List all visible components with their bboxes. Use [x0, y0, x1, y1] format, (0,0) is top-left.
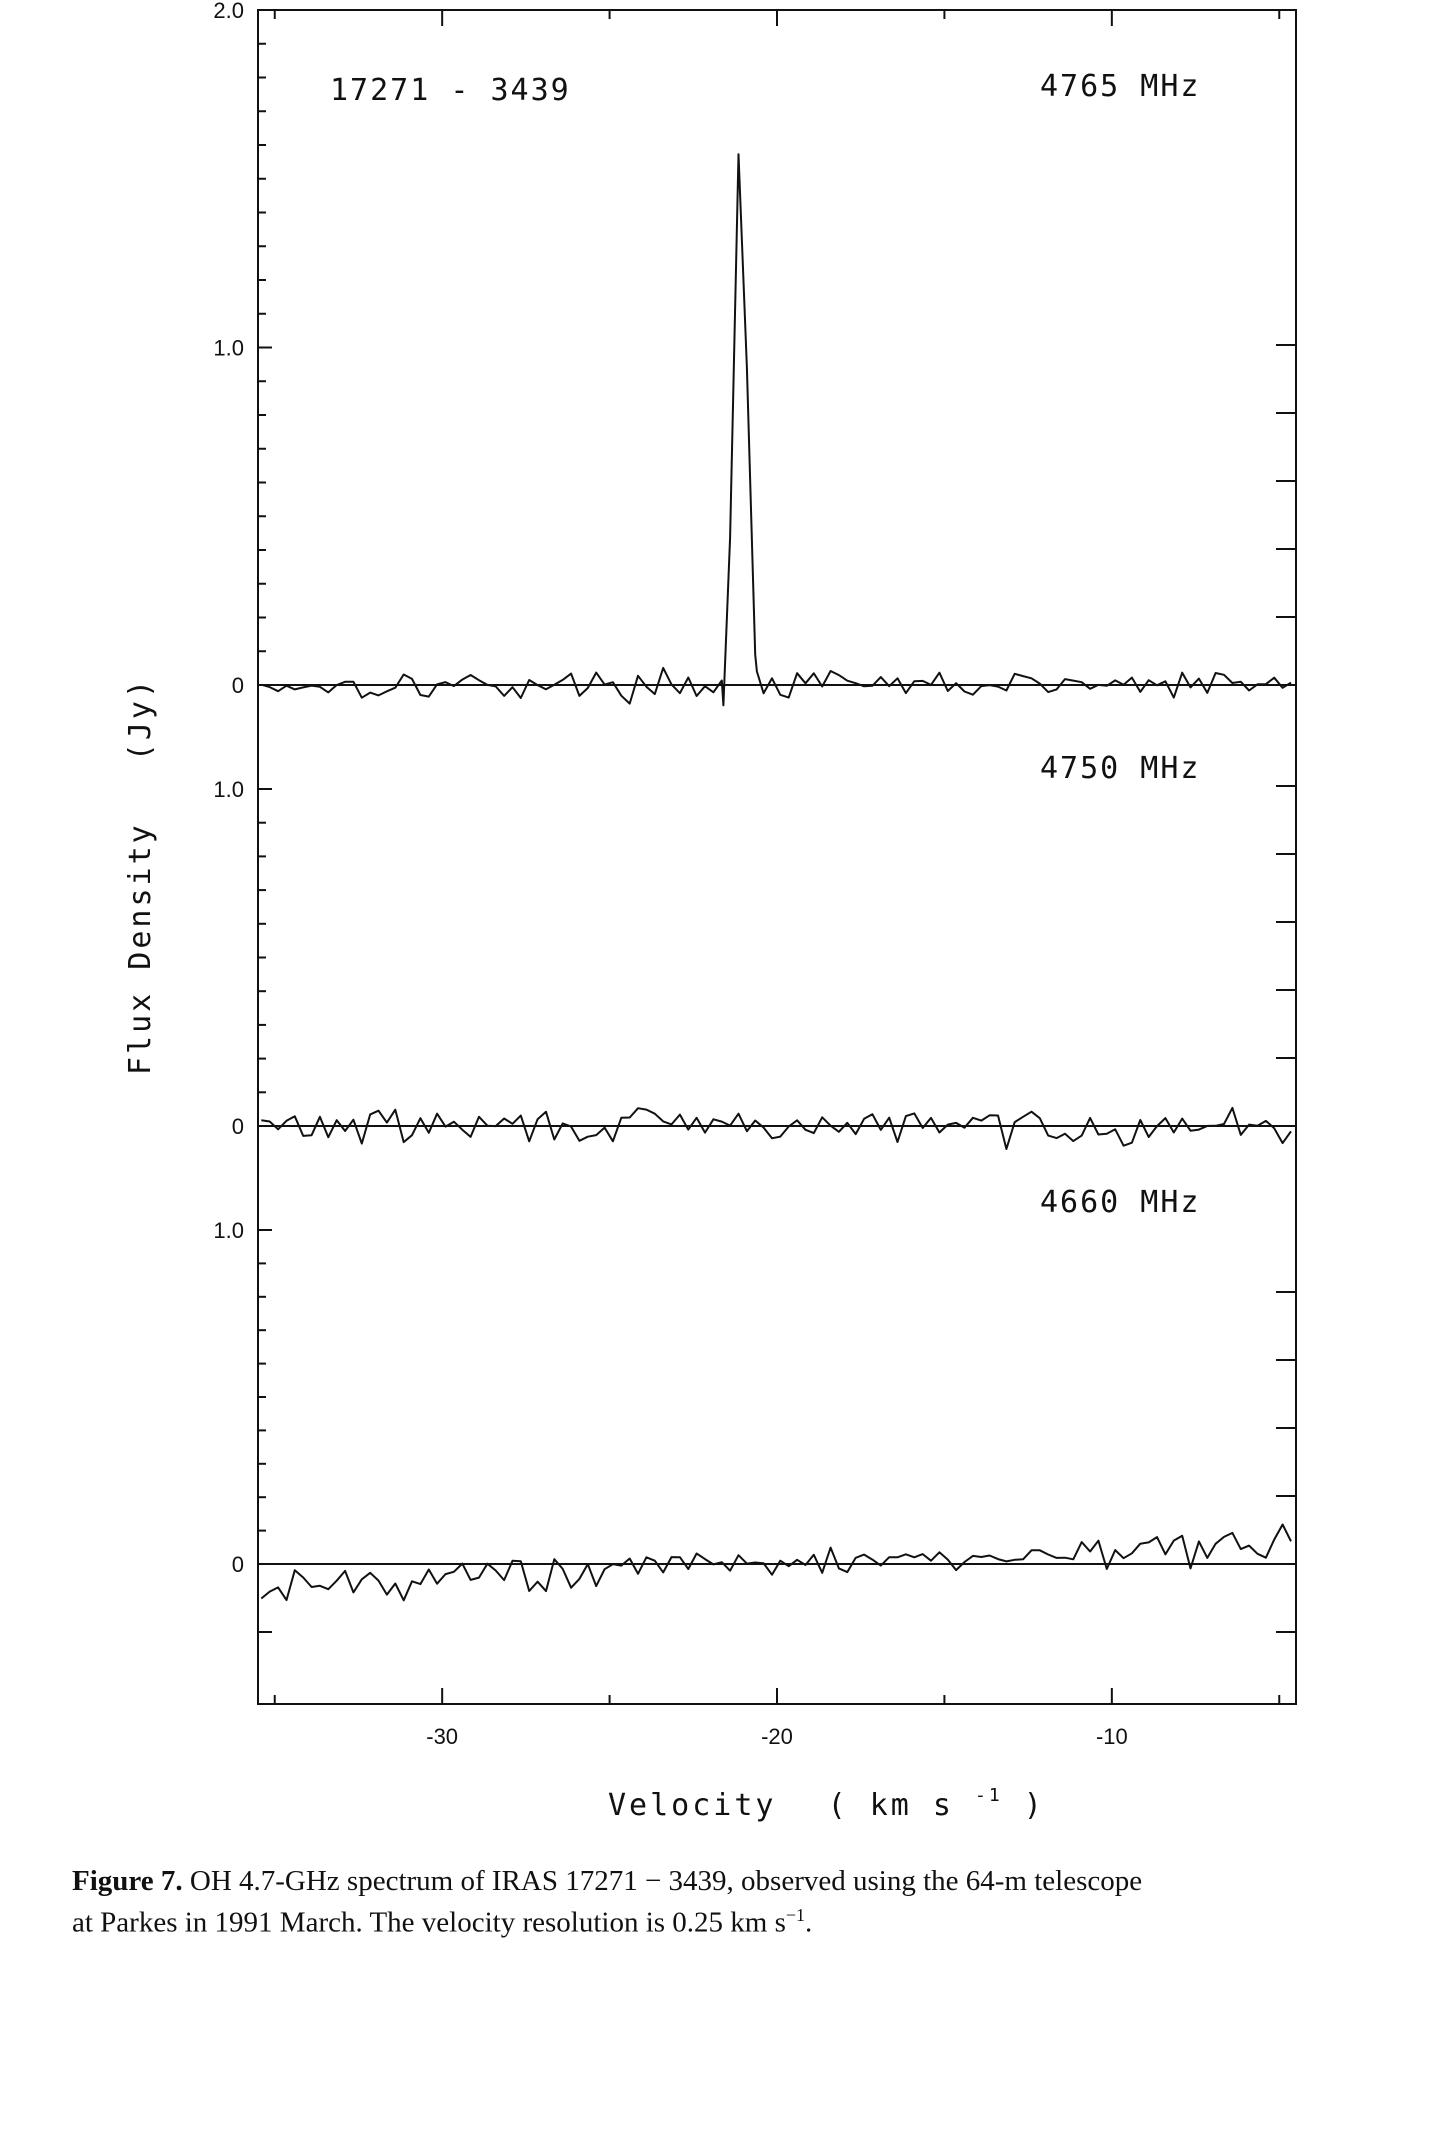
caption-line1: OH 4.7-GHz spectrum of IRAS 17271 − 3439… — [189, 1865, 1143, 1897]
caption-exp: −1 — [785, 1905, 806, 1925]
y-tick-label: 2.0 — [213, 0, 244, 23]
y-tick-label: 1.0 — [213, 1218, 244, 1243]
y-tick-label: 1.0 — [213, 777, 244, 802]
panel-label-4765: 4765 MHz — [1040, 69, 1201, 104]
y-axis-title: Flux Density (Jy) — [123, 677, 158, 1075]
source-title: 17271 - 3439 — [330, 73, 571, 108]
y-tick-label: 1.0 — [213, 336, 244, 361]
panel-label-4750: 4750 MHz — [1040, 751, 1201, 786]
spectrum-line-4750-mhz — [261, 1106, 1292, 1150]
y-tick-label: 0 — [232, 1552, 244, 1577]
axis-ticks — [258, 10, 1296, 1704]
y-axis-title-text: Flux Density — [123, 822, 158, 1075]
x-axis-unit-open: ( — [828, 1788, 849, 1823]
y-tick-label: 0 — [232, 673, 244, 698]
x-tick-label: -30 — [426, 1724, 458, 1749]
x-axis-unit-close: ) — [1024, 1788, 1045, 1823]
axis-tick-labels: -30 -20 -10 0 1.0 2.0 0 1.0 0 1.0 — [213, 0, 1127, 1749]
x-axis-unit-exp: -1 — [975, 1785, 1003, 1806]
spectrum-line-4765-mhz — [261, 153, 1292, 707]
plot-frame — [257, 9, 1297, 1705]
x-axis-title-text: Velocity — [608, 1788, 777, 1823]
caption-label: Figure 7. — [72, 1865, 183, 1897]
panel-label-4660: 4660 MHz — [1040, 1185, 1201, 1220]
caption-line2: at Parkes in 1991 March. The velocity re… — [72, 1906, 786, 1939]
figure-caption: Figure 7. OH 4.7-GHz spectrum of IRAS 17… — [72, 1864, 1412, 1940]
x-axis-title: Velocity ( km s -1 ) — [608, 1774, 1045, 1823]
y-axis-unit: (Jy) — [123, 677, 158, 761]
spectrum-line-4660-mhz — [260, 1523, 1292, 1602]
y-tick-label: 0 — [232, 1114, 244, 1139]
spectra-series — [258, 153, 1296, 1602]
x-tick-label: -10 — [1096, 1724, 1128, 1749]
caption-end: . — [805, 1906, 813, 1939]
x-axis-unit: km s — [870, 1788, 954, 1823]
x-tick-label: -20 — [761, 1724, 793, 1749]
